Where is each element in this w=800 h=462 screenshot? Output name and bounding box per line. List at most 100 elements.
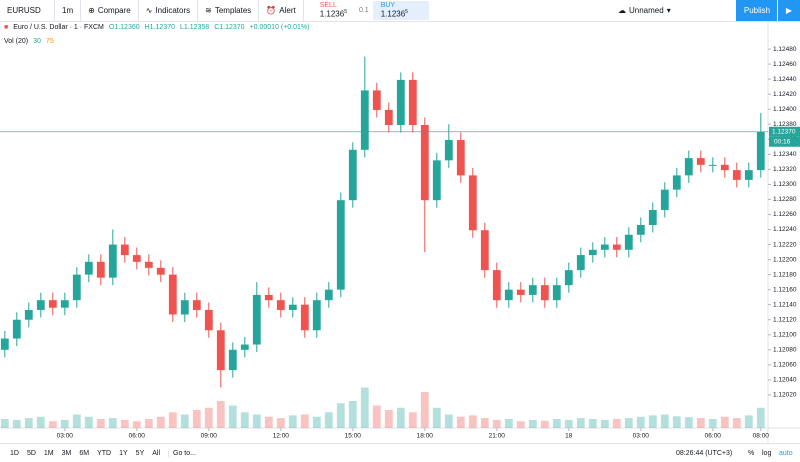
volume-bar <box>624 418 633 428</box>
volume-bar <box>252 414 261 428</box>
indicators[interactable]: ∿ Indicators <box>139 0 199 21</box>
volume-bar <box>96 419 105 428</box>
y-tick-label: 1.12060 <box>773 362 797 369</box>
range-button[interactable]: 5D <box>26 449 36 457</box>
volume-ma: 75 <box>45 38 54 45</box>
y-tick-label: 1.12120 <box>773 316 797 323</box>
y-tick-label: 1.12440 <box>773 76 797 83</box>
y-tick-label: 1.12080 <box>773 347 797 354</box>
candle-body <box>348 149 357 201</box>
volume-bar <box>504 419 513 428</box>
y-tick-label: 1.12340 <box>773 151 797 158</box>
candle-body <box>300 304 309 331</box>
y-tick-label: 1.12180 <box>773 271 797 278</box>
candle-body <box>720 164 729 171</box>
volume-bar <box>492 419 501 428</box>
x-tick-label: 12:00 <box>273 433 290 440</box>
x-tick-label: 21:00 <box>489 433 506 440</box>
compare-label: Compare <box>97 6 131 15</box>
goto[interactable]: Go to... <box>168 449 200 457</box>
range-button[interactable]: 5Y <box>135 449 145 457</box>
volume-bar <box>276 418 285 428</box>
volume-bar <box>480 418 489 428</box>
volume-bar <box>0 419 9 428</box>
volume-bar <box>636 416 645 428</box>
volume-bar <box>756 407 765 428</box>
y-tick-label: 1.12200 <box>773 256 797 263</box>
volume-bar <box>180 414 189 428</box>
ranges: 1D 5D 1M 3M 6M YTD 1Y 5Y All <box>0 450 168 457</box>
legend-open: O1.12360 <box>108 24 140 31</box>
volume-bar <box>144 419 153 428</box>
auto[interactable]: auto <box>779 449 793 457</box>
candle-body <box>744 170 753 180</box>
percent[interactable]: % <box>748 449 755 457</box>
sell-button[interactable]: SELL 1.12365 <box>311 1 355 20</box>
alert-label: Alert <box>279 6 296 15</box>
y-tick-label: 1.12320 <box>773 166 797 173</box>
volume-bar <box>708 419 717 428</box>
volume-bar <box>648 415 657 428</box>
candle-body <box>408 79 417 126</box>
candle-body <box>648 209 657 225</box>
candle-body <box>552 285 561 301</box>
volume-bar <box>600 419 609 428</box>
candle-body <box>168 274 177 315</box>
candle-body <box>72 274 81 301</box>
volume-bar <box>108 418 117 428</box>
y-tick-label: 1.12160 <box>773 286 797 293</box>
volume-bar <box>360 387 369 428</box>
volume-bar <box>552 419 561 428</box>
candle-body <box>216 330 225 371</box>
range-button[interactable]: 1M <box>43 449 54 457</box>
volume-bar <box>684 417 693 428</box>
compare[interactable]: ⊕ Compare <box>81 0 139 21</box>
play-button[interactable]: ▶ <box>777 0 800 21</box>
candle-body <box>588 249 597 256</box>
range-button[interactable]: 3M <box>61 449 72 457</box>
candle-body <box>420 125 429 201</box>
log[interactable]: log <box>762 449 772 457</box>
y-tick-label: 1.12260 <box>773 211 797 218</box>
range-button[interactable]: 6M <box>79 449 90 457</box>
volume-bar <box>312 416 321 428</box>
legend-close: C1.12370 <box>214 24 245 31</box>
candle-body <box>264 294 273 301</box>
range-button[interactable]: 1Y <box>119 449 128 457</box>
volume-bar <box>528 419 537 428</box>
templates[interactable]: ≋ Templates <box>198 0 260 21</box>
candle-body <box>576 255 585 271</box>
symbol[interactable]: EURUSD <box>0 0 55 21</box>
templates-label: Templates <box>214 6 252 15</box>
publish-button[interactable]: Publish <box>736 0 778 21</box>
volume-bar <box>420 392 429 428</box>
volume-bar <box>192 410 201 428</box>
volume-bar <box>240 412 249 428</box>
candle-body <box>756 131 765 171</box>
volume-bar <box>156 416 165 428</box>
range-button[interactable]: 1D <box>10 449 19 457</box>
range-button[interactable]: All <box>152 449 161 457</box>
volume-bar <box>336 403 345 428</box>
alert[interactable]: ⏰ Alert <box>259 0 304 21</box>
volume-bar <box>660 414 669 428</box>
candle-body <box>96 261 105 278</box>
y-tick-label: 1.12460 <box>773 61 797 68</box>
y-tick-label: 1.12400 <box>773 106 797 113</box>
candle-body <box>432 160 441 201</box>
interval[interactable]: 1m <box>55 0 82 21</box>
candle-body <box>324 289 333 301</box>
volume-bar <box>12 419 21 428</box>
candle-body <box>336 200 345 290</box>
range-button[interactable]: YTD <box>97 449 112 457</box>
candle-body <box>468 175 477 231</box>
sell-price-wrap: 1.12365 <box>320 9 347 19</box>
buy-button[interactable]: BUY 1.12365 <box>372 1 429 20</box>
sell-price: 1.1236 <box>319 9 345 19</box>
layout[interactable]: ☁ Unnamed ▾ <box>618 6 671 15</box>
volume-bar <box>432 407 441 428</box>
volume-bar <box>408 412 417 428</box>
candle-body <box>312 300 321 331</box>
sell-pip: 5 <box>344 9 347 16</box>
candle-body <box>456 140 465 176</box>
